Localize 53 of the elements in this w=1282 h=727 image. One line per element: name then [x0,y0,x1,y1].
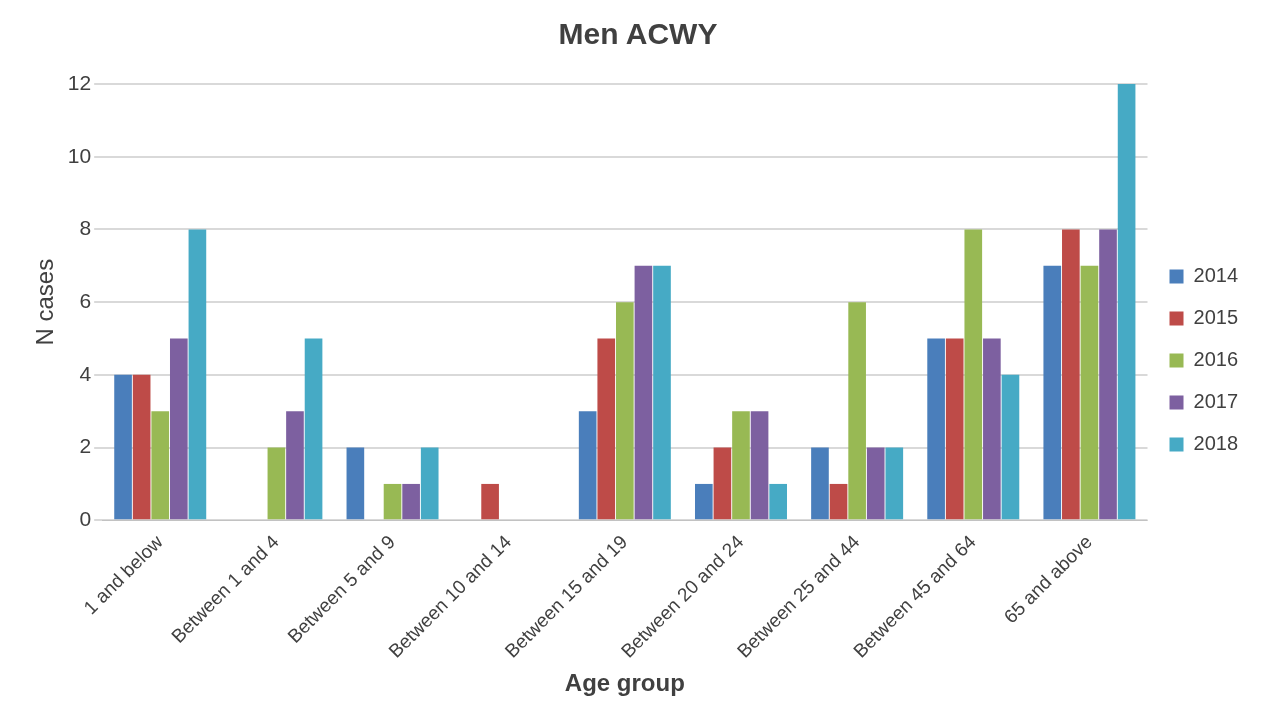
bar [267,447,286,520]
bar [945,338,964,520]
bar [1001,374,1020,520]
y-axis-title: N cases [31,258,59,346]
bar [420,447,439,520]
bar [1099,229,1117,520]
y-tick-label: 2 [79,434,92,458]
bar [964,229,983,520]
chart-title: Men ACWY [558,17,718,51]
legend-label: 2016 [1193,348,1239,371]
y-tick-label: 0 [79,507,92,531]
y-tick-label: 10 [67,143,92,167]
bar [983,338,1001,520]
bar [578,411,597,520]
bar [616,302,634,520]
bar [286,411,304,520]
x-axis-title: Age group [564,669,685,697]
bar [634,265,653,520]
bar [713,447,732,520]
bar [346,447,365,520]
bar [811,447,829,520]
y-tick-label: 8 [79,216,92,240]
bar [927,338,945,520]
bar [866,447,885,520]
bar [653,265,671,520]
bar [188,229,207,520]
bar [114,374,132,520]
bar [1080,265,1099,520]
legend-label: 2014 [1193,264,1239,287]
bar [1043,265,1062,520]
bar [750,411,769,520]
bar [848,302,866,520]
bar [383,483,402,520]
bar [732,411,750,520]
bar [829,483,848,520]
legend-label: 2015 [1193,306,1239,329]
bar [1117,84,1136,520]
bar [769,483,787,520]
bar [885,447,904,520]
y-tick-label: 12 [67,70,92,94]
y-tick-label: 6 [79,288,92,312]
legend-label: 2018 [1193,432,1239,455]
bar [132,374,151,520]
bar [1062,229,1080,520]
bar [481,483,499,520]
bar [694,483,713,520]
bar [169,338,188,520]
bar [402,483,420,520]
y-tick-label: 4 [79,361,92,385]
bar [304,338,323,520]
bar [597,338,616,520]
legend-label: 2017 [1193,390,1239,413]
bar [151,411,170,520]
